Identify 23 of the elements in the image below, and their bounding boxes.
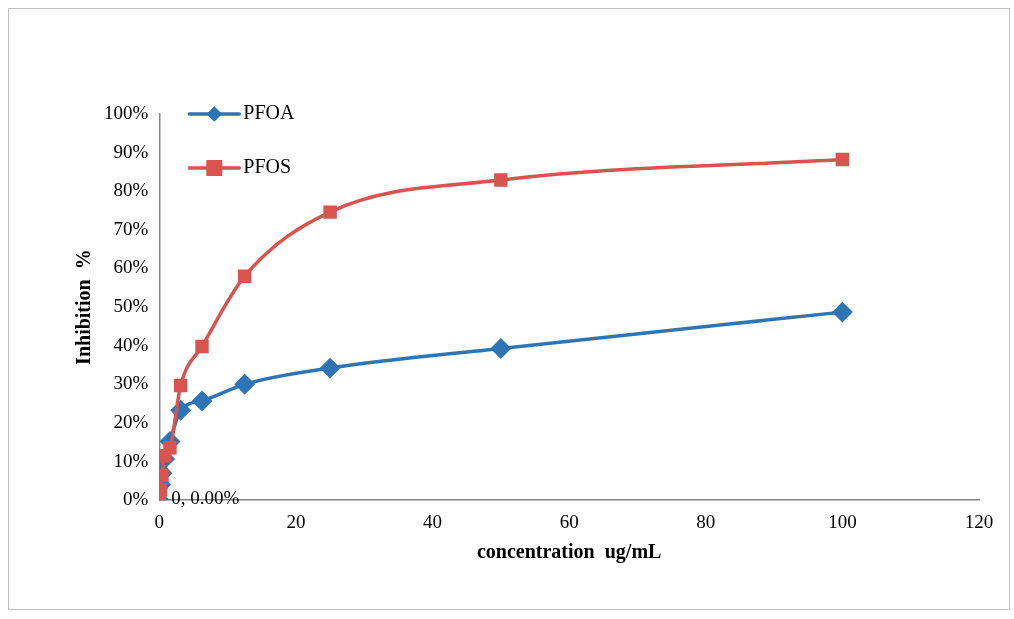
y-tick-label: 0% bbox=[123, 488, 149, 510]
x-axis-title: concentration ug/mL bbox=[476, 540, 662, 564]
y-tick-label: 30% bbox=[113, 372, 149, 394]
annotation: 0, 0.00% bbox=[171, 486, 240, 508]
y-tick-label: 100% bbox=[104, 101, 149, 123]
y-tick-label: 20% bbox=[113, 410, 149, 432]
y-tick-label: 60% bbox=[113, 256, 149, 278]
x-tick-label: 80 bbox=[696, 510, 716, 532]
x-tick-label: 100 bbox=[828, 510, 857, 532]
y-tick-label: 90% bbox=[113, 140, 149, 162]
x-tick-label: 60 bbox=[559, 510, 579, 532]
x-tick-label: 0 bbox=[154, 510, 165, 532]
x-tick-label: 20 bbox=[286, 510, 306, 532]
x-tick-label: 40 bbox=[423, 510, 443, 532]
y-tick-label: 80% bbox=[113, 179, 149, 201]
legend-label: PFOA bbox=[243, 101, 296, 124]
legend-label: PFOS bbox=[243, 155, 292, 178]
y-axis-title: Inhibition % bbox=[72, 249, 95, 365]
y-tick-label: 40% bbox=[113, 333, 149, 355]
y-tick-label: 10% bbox=[113, 449, 149, 471]
x-tick-label: 120 bbox=[964, 510, 994, 532]
y-tick-label: 70% bbox=[113, 217, 149, 239]
y-tick-label: 50% bbox=[113, 295, 149, 317]
